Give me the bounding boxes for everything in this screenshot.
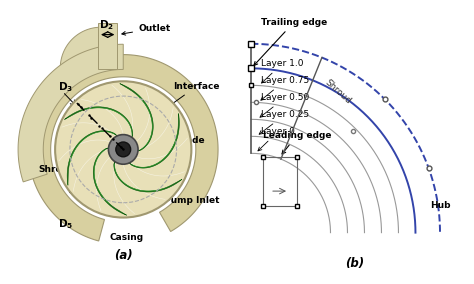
Text: Layer 0: Layer 0	[258, 128, 294, 151]
Polygon shape	[114, 159, 182, 192]
Text: Pump Inlet: Pump Inlet	[140, 196, 219, 205]
Text: $\mathbf{D_2}$: $\mathbf{D_2}$	[100, 19, 115, 32]
Text: Layer 0.75: Layer 0.75	[261, 76, 309, 100]
Text: Outlet: Outlet	[122, 24, 170, 35]
Circle shape	[109, 135, 138, 164]
Text: Trailing edge: Trailing edge	[254, 18, 327, 65]
Text: Layer 1.0: Layer 1.0	[261, 59, 303, 83]
Text: Shroud: Shroud	[38, 165, 74, 194]
Text: $\mathbf{D_5}$: $\mathbf{D_5}$	[58, 217, 73, 231]
Text: (b): (b)	[346, 257, 365, 270]
Polygon shape	[128, 114, 179, 168]
Circle shape	[116, 142, 131, 157]
Text: Layer 0.50: Layer 0.50	[260, 93, 309, 117]
Text: Casing: Casing	[110, 233, 144, 242]
Text: Interface: Interface	[164, 82, 220, 110]
Text: Leading edge: Leading edge	[263, 131, 331, 154]
Polygon shape	[18, 44, 123, 182]
Text: Blade: Blade	[152, 137, 205, 183]
Text: $\mathbf{D_3}$: $\mathbf{D_3}$	[58, 80, 73, 94]
Text: Hub: Hub	[68, 122, 108, 139]
Text: (a): (a)	[114, 249, 133, 262]
Polygon shape	[64, 107, 133, 140]
Circle shape	[55, 81, 191, 218]
Text: Shroud: Shroud	[323, 78, 353, 106]
Polygon shape	[60, 27, 101, 68]
Text: Hub: Hub	[430, 201, 451, 210]
Polygon shape	[28, 55, 218, 241]
Polygon shape	[120, 83, 153, 152]
Polygon shape	[67, 131, 119, 185]
Polygon shape	[98, 24, 117, 69]
Text: Layer 0.25: Layer 0.25	[259, 110, 309, 134]
Polygon shape	[93, 147, 127, 215]
